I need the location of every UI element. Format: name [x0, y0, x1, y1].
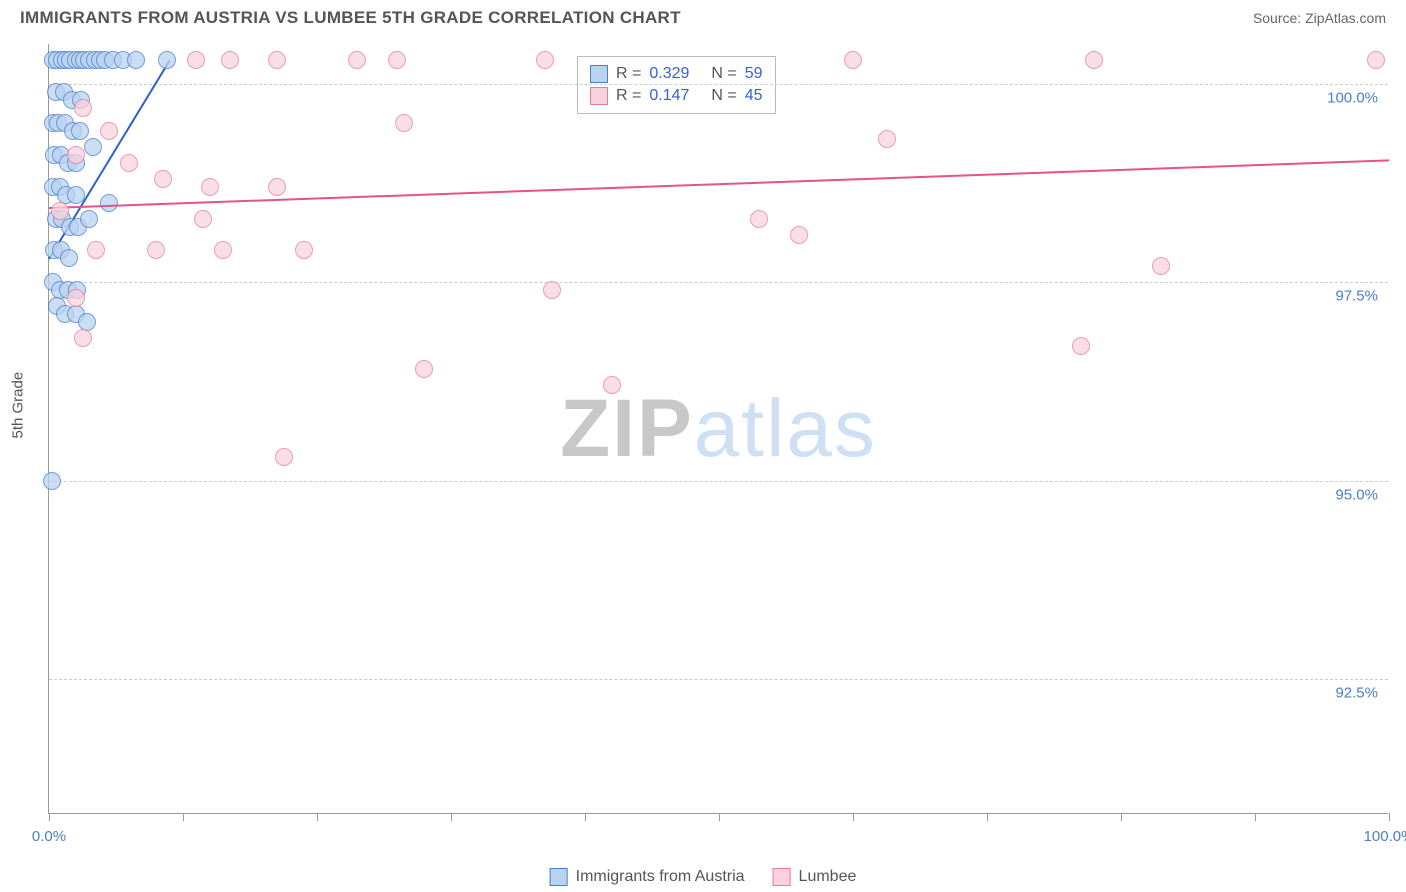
x-tick-label: 100.0% [1364, 828, 1406, 845]
x-tick [719, 813, 720, 821]
data-point [100, 122, 118, 140]
data-point [74, 329, 92, 347]
data-point [84, 138, 102, 156]
y-tick-label: 97.5% [1335, 288, 1378, 305]
data-point [87, 241, 105, 259]
swatch-icon [550, 868, 568, 886]
trendline [49, 159, 1389, 209]
legend-item-austria: Immigrants from Austria [550, 868, 745, 886]
stats-legend-row: R =0.329N =59 [590, 63, 763, 85]
x-tick-label: 0.0% [32, 828, 66, 845]
data-point [100, 194, 118, 212]
chart-title: IMMIGRANTS FROM AUSTRIA VS LUMBEE 5TH GR… [20, 8, 681, 28]
data-point [844, 51, 862, 69]
legend-item-lumbee: Lumbee [773, 868, 857, 886]
data-point [268, 178, 286, 196]
data-point [221, 51, 239, 69]
gridline [49, 84, 1388, 85]
data-point [43, 472, 61, 490]
y-tick-label: 95.0% [1335, 486, 1378, 503]
data-point [395, 114, 413, 132]
data-point [187, 51, 205, 69]
data-point [603, 376, 621, 394]
data-point [1367, 51, 1385, 69]
data-point [790, 226, 808, 244]
data-point [543, 281, 561, 299]
x-tick [49, 813, 50, 821]
data-point [194, 210, 212, 228]
gridline [49, 679, 1388, 680]
data-point [120, 154, 138, 172]
scatter-chart: ZIPatlas R =0.329N =59R =0.147N =45 92.5… [48, 44, 1388, 814]
data-point [51, 202, 69, 220]
data-point [67, 289, 85, 307]
data-point [1085, 51, 1103, 69]
data-point [536, 51, 554, 69]
data-point [275, 448, 293, 466]
data-point [415, 360, 433, 378]
data-point [214, 241, 232, 259]
y-tick-label: 100.0% [1327, 89, 1378, 106]
gridline [49, 282, 1388, 283]
data-point [1072, 337, 1090, 355]
swatch-icon [590, 65, 608, 83]
data-point [1152, 257, 1170, 275]
x-tick [853, 813, 854, 821]
x-tick [451, 813, 452, 821]
x-tick [317, 813, 318, 821]
data-point [750, 210, 768, 228]
gridline [49, 481, 1388, 482]
data-point [878, 130, 896, 148]
data-point [154, 170, 172, 188]
watermark: ZIPatlas [560, 382, 877, 476]
data-point [147, 241, 165, 259]
data-point [60, 249, 78, 267]
stats-legend-row: R =0.147N =45 [590, 85, 763, 107]
data-point [201, 178, 219, 196]
y-tick-label: 92.5% [1335, 685, 1378, 702]
source-credit: Source: ZipAtlas.com [1253, 10, 1386, 26]
data-point [67, 186, 85, 204]
data-point [158, 51, 176, 69]
x-tick [1255, 813, 1256, 821]
data-point [67, 146, 85, 164]
swatch-icon [773, 868, 791, 886]
data-point [74, 99, 92, 117]
x-tick [1121, 813, 1122, 821]
y-axis-label: 5th Grade [10, 372, 27, 439]
data-point [268, 51, 286, 69]
x-tick [585, 813, 586, 821]
stats-legend: R =0.329N =59R =0.147N =45 [577, 56, 776, 114]
data-point [127, 51, 145, 69]
x-tick [987, 813, 988, 821]
swatch-icon [590, 87, 608, 105]
x-tick [183, 813, 184, 821]
x-tick [1389, 813, 1390, 821]
data-point [348, 51, 366, 69]
data-point [388, 51, 406, 69]
data-point [295, 241, 313, 259]
data-point [71, 122, 89, 140]
data-point [80, 210, 98, 228]
series-legend: Immigrants from Austria Lumbee [550, 868, 857, 886]
